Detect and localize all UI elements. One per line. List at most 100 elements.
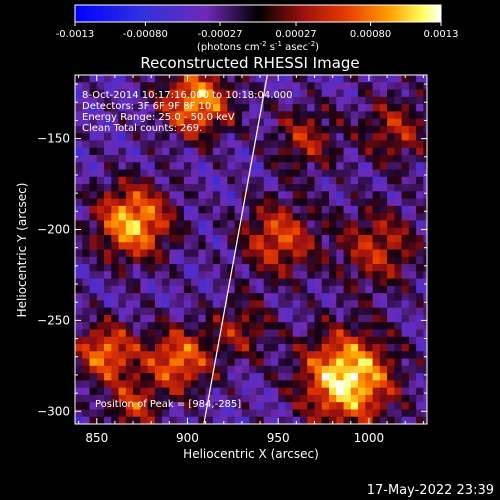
heatmap-cell [263,285,272,294]
heatmap-cell [270,75,279,83]
heatmap-cell [89,242,98,251]
heatmap-cell [176,96,185,105]
heatmap-cell [169,89,178,98]
heatmap-cell [285,169,294,178]
heatmap-cell [118,205,127,214]
heatmap-cell [227,75,236,83]
heatmap-cell [394,205,403,214]
solar-limb-line [203,75,268,424]
heatmap-cell [75,96,83,105]
heatmap-cell [307,373,316,381]
heatmap-cell [314,278,323,287]
heatmap-cell [75,336,83,345]
heatmap-cell [162,162,170,171]
heatmap-cell [227,300,236,309]
heatmap-cell [125,213,134,222]
heatmap-cell [133,387,141,396]
heatmap-cell [234,358,243,367]
heatmap-cell [162,278,170,287]
heatmap-cell [343,300,352,309]
heatmap-cell [96,125,105,134]
heatmap-cell [198,133,207,142]
heatmap-cell [401,387,410,396]
heatmap-cell [169,278,178,287]
heatmap-cell [299,300,308,309]
heatmap-cell [96,264,105,272]
heatmap-cell [118,140,127,149]
heatmap-cell [241,169,250,178]
heatmap-cell [183,307,192,316]
heatmap-cell [270,118,279,127]
heatmap-cell [111,358,120,367]
heatmap-cell [205,409,214,418]
heatmap-cell [125,300,134,309]
heatmap-cell [350,147,359,156]
heatmap-cell [408,271,417,280]
heatmap-cell [118,111,127,120]
heatmap-cell [220,89,229,98]
heatmap-cell [292,285,301,294]
heatmap-cell [89,140,98,149]
heatmap-cell [241,125,250,134]
heatmap-cell [379,154,388,163]
heatmap-cell [358,111,366,120]
heatmap-cell [183,242,192,251]
heatmap-cell [147,205,156,214]
heatmap-cell [358,125,366,134]
heatmap-cell [234,416,243,424]
heatmap-cell [401,314,410,323]
heatmap-cell [408,162,417,171]
heatmap-cell [147,409,156,418]
heatmap-cell [314,96,323,105]
heatmap-cell [111,198,120,207]
heatmap-cell [329,351,337,360]
heatmap-cell [358,256,366,265]
heatmap-cell [234,111,243,120]
heatmap-cell [169,104,178,112]
heatmap-cell [125,293,134,301]
heatmap-cell [111,82,120,91]
heatmap-cell [198,351,207,360]
heatmap-cell [133,154,141,163]
heatmap-cell [133,242,141,251]
heatmap-cell [416,220,424,229]
heatmap-cell [329,82,337,91]
heatmap-cell [408,416,417,424]
heatmap-cell [350,351,359,360]
heatmap-cell [227,96,236,105]
heatmap-cell [82,162,91,171]
heatmap-cell [183,82,192,91]
heatmap-cell [372,307,381,316]
heatmap-cell [365,154,374,163]
heatmap-cell [256,234,265,243]
heatmap-cell [183,387,192,396]
heatmap-cell [379,162,388,171]
heatmap-cell [314,133,323,142]
heatmap-cell [118,387,127,396]
heatmap-cell [292,365,301,374]
heatmap-cell [336,242,345,251]
heatmap-cell [82,89,91,98]
heatmap-cell [394,191,403,200]
heatmap-cell [89,351,98,360]
heatmap-cell [292,234,301,243]
heatmap-cell [256,329,265,338]
heatmap-cell [343,162,352,171]
heatmap-cell [140,205,149,214]
heatmap-cell [416,111,424,120]
heatmap-cell [314,358,323,367]
heatmap-cell [75,300,83,309]
heatmap-cell [140,351,149,360]
heatmap-cell [314,198,323,207]
heatmap-cell [176,402,185,411]
heatmap-cell [249,198,258,207]
heatmap-cell [416,249,424,258]
heatmap-cell [314,111,323,120]
heatmap-cell [162,373,170,381]
heatmap-cell [314,394,323,403]
heatmap-cell [416,416,424,424]
heatmap-cell [147,344,156,352]
heatmap-cell [321,191,330,200]
heatmap-cell [191,380,199,389]
heatmap-cell [96,409,105,418]
